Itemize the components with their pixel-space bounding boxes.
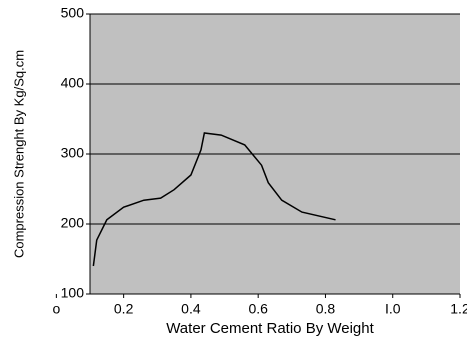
- x-tick-label: 0.2: [114, 301, 134, 317]
- y-tick-label: 200: [61, 215, 85, 231]
- y-tick-label: 400: [61, 75, 85, 91]
- y-tick-label: 100: [61, 285, 85, 301]
- y-tick-label: 300: [61, 145, 85, 161]
- y-tick-label: 500: [61, 5, 85, 21]
- x-tick-label: 0.6: [248, 301, 268, 317]
- line-series: [92, 132, 336, 267]
- x-tick-label: o: [52, 301, 60, 317]
- x-tick-label: I.0: [385, 301, 401, 317]
- y-axis-title: Compression Strenght By Kg/Sq.cm: [11, 50, 26, 258]
- x-tick-label: 0.4: [181, 301, 201, 317]
- x-tick-label: 0.8: [316, 301, 336, 317]
- x-tick-label: 1.2: [450, 301, 467, 317]
- x-axis-title: Water Cement Ratio By Weight: [166, 320, 374, 337]
